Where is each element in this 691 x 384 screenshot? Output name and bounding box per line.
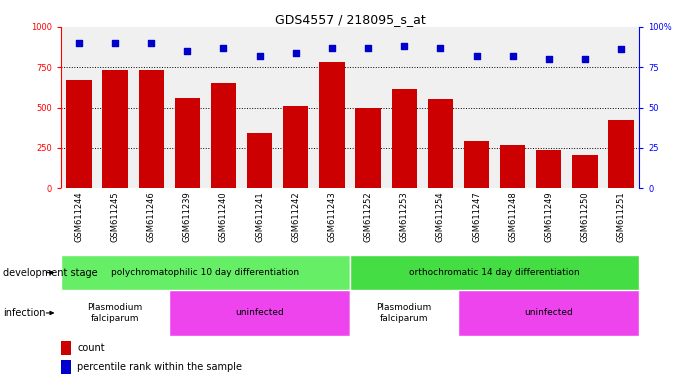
Text: polychromatophilic 10 day differentiation: polychromatophilic 10 day differentiatio…: [111, 268, 299, 277]
Text: GSM611253: GSM611253: [399, 192, 408, 242]
Text: GSM611250: GSM611250: [580, 192, 589, 242]
Point: [326, 45, 337, 51]
Bar: [175, 98, 200, 188]
Text: GSM611251: GSM611251: [616, 192, 625, 242]
Bar: [350, 255, 639, 290]
Point: [146, 40, 157, 46]
Bar: [66, 80, 91, 188]
Point: [218, 45, 229, 51]
Bar: [61, 290, 169, 336]
Point: [507, 53, 518, 59]
Bar: [458, 290, 639, 336]
Bar: [169, 290, 350, 336]
Point: [435, 45, 446, 51]
Bar: [500, 146, 525, 188]
Bar: [138, 70, 164, 188]
Text: GSM611247: GSM611247: [472, 192, 481, 242]
Bar: [319, 62, 345, 188]
Point: [73, 40, 84, 46]
Title: GDS4557 / 218095_s_at: GDS4557 / 218095_s_at: [274, 13, 426, 26]
Point: [616, 46, 627, 53]
Text: infection: infection: [3, 308, 46, 318]
Bar: [350, 290, 458, 336]
Bar: [609, 121, 634, 188]
Bar: [392, 89, 417, 188]
Bar: [428, 99, 453, 188]
Text: GSM611254: GSM611254: [436, 192, 445, 242]
Bar: [211, 83, 236, 188]
Point: [399, 43, 410, 49]
Text: count: count: [77, 343, 104, 353]
Bar: [61, 341, 71, 355]
Bar: [283, 106, 308, 188]
Bar: [61, 360, 71, 374]
Point: [290, 50, 301, 56]
Bar: [102, 70, 128, 188]
Bar: [355, 108, 381, 188]
Text: uninfected: uninfected: [524, 308, 573, 318]
Text: orthochromatic 14 day differentiation: orthochromatic 14 day differentiation: [409, 268, 580, 277]
Text: development stage: development stage: [3, 268, 98, 278]
Text: Plasmodium
falciparum: Plasmodium falciparum: [377, 303, 432, 323]
Text: GSM611243: GSM611243: [328, 192, 337, 242]
Text: GSM611248: GSM611248: [508, 192, 517, 242]
Point: [182, 48, 193, 54]
Point: [543, 56, 554, 62]
Bar: [536, 150, 562, 188]
Text: GSM611249: GSM611249: [545, 192, 553, 242]
Bar: [61, 255, 350, 290]
Text: GSM611240: GSM611240: [219, 192, 228, 242]
Point: [109, 40, 120, 46]
Point: [254, 53, 265, 59]
Text: GSM611245: GSM611245: [111, 192, 120, 242]
Text: GSM611241: GSM611241: [255, 192, 264, 242]
Text: GSM611239: GSM611239: [183, 192, 192, 242]
Text: GSM611244: GSM611244: [75, 192, 84, 242]
Point: [580, 56, 591, 62]
Text: Plasmodium
falciparum: Plasmodium falciparum: [87, 303, 142, 323]
Text: GSM611242: GSM611242: [292, 192, 301, 242]
Text: GSM611252: GSM611252: [363, 192, 372, 242]
Bar: [464, 141, 489, 188]
Text: GSM611246: GSM611246: [146, 192, 155, 242]
Point: [363, 45, 374, 51]
Point: [471, 53, 482, 59]
Bar: [247, 133, 272, 188]
Text: uninfected: uninfected: [235, 308, 284, 318]
Bar: [572, 155, 598, 188]
Text: percentile rank within the sample: percentile rank within the sample: [77, 362, 242, 372]
